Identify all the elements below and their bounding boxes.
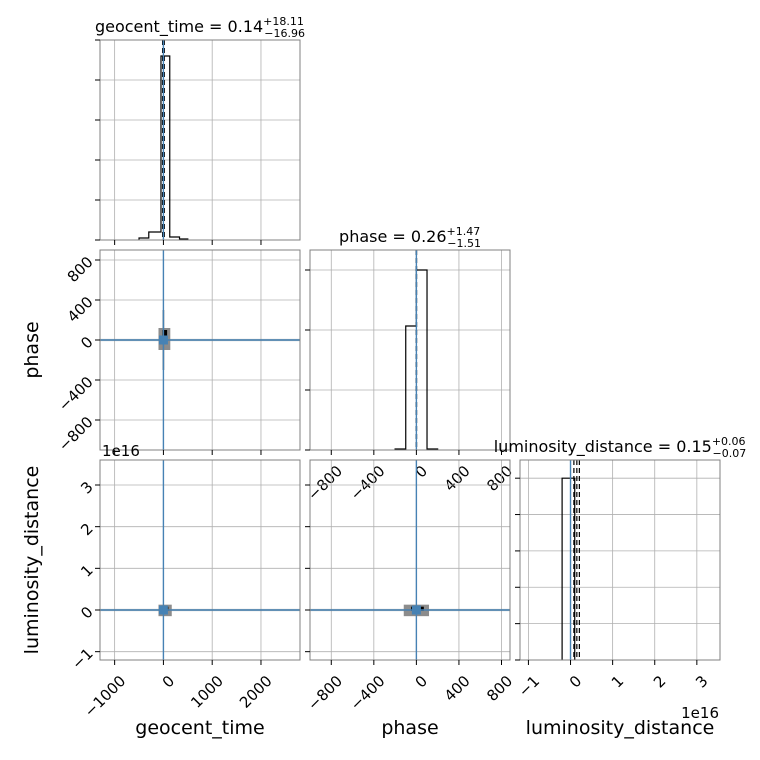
x-tick-label: 3 (692, 672, 711, 691)
y-tick-label: 0 (77, 603, 96, 622)
panel-phase-vs-geocent_time: −800−400 0 400 800 phase (21, 249, 301, 455)
y-tick-label: 400 (64, 293, 97, 326)
x-axis-label: phase (381, 717, 438, 739)
title-plus: +0.06 (712, 435, 746, 448)
title-plus: +18.11 (263, 15, 304, 28)
x-tick-label: −1000 (81, 672, 130, 721)
title-param: geocent_time = (95, 17, 228, 37)
title-median: 0.14 (228, 17, 264, 36)
x-tick-label: −400 (347, 672, 389, 714)
x-tick-label: 0 (412, 672, 431, 691)
panel-frame (519, 459, 721, 661)
y-tick-label: 3 (77, 478, 96, 497)
title-plus: +1.47 (447, 225, 481, 238)
truth-marker (158, 335, 168, 345)
x-tick-label: 0 (159, 672, 178, 691)
x-tick-label: 400 (441, 462, 474, 495)
title-param: luminosity_distance = (494, 437, 676, 457)
x-tick-label: 1000 (187, 672, 227, 712)
x-tick-label: −800 (304, 672, 346, 714)
panel-title: geocent_time = 0.14+18.11 −16.96 (95, 15, 305, 40)
y-axis-label: phase (21, 321, 43, 378)
x-tick-label: 400 (441, 672, 474, 705)
x-tick-label: −400 (347, 462, 389, 504)
panel-frame (99, 459, 301, 661)
x-tick-label: 0 (412, 462, 431, 481)
x-tick-label: 2000 (236, 672, 276, 712)
panel-phase-hist: phase = 0.26+1.47 −1.51−800 −400 0 400 800 (304, 225, 516, 504)
panel-frame (309, 249, 511, 451)
y-tick-label: 1 (77, 561, 96, 580)
panel-luminosity_distance-hist: luminosity_distance = 0.15+0.06 −0.07 −1 0 1… (494, 435, 747, 700)
x-axis-label-luminosity-distance: luminosity_distance (526, 717, 715, 739)
y-axis-label: luminosity_distance (21, 466, 43, 655)
x-tick-label: 1 (608, 672, 627, 691)
title-minus: −0.07 (713, 447, 747, 460)
x-tick-label: 2 (650, 672, 669, 691)
panel-title: phase = 0.26+1.47 −1.51 (339, 225, 481, 250)
panel-luminosity_distance-vs-geocent_time: −1000 0 1000 2000 −1 0 1 2 3 luminosity_distanceg… (21, 459, 301, 739)
density-core (162, 330, 168, 340)
y-tick-label: −1 (68, 645, 96, 673)
title-minus: −1.51 (447, 237, 481, 250)
y-tick-label: 0 (77, 333, 96, 352)
panel-frame (309, 459, 511, 661)
panel-frame (99, 39, 301, 241)
x-offset-label: 1e16 (681, 704, 719, 722)
y-tick-label: 2 (77, 520, 96, 539)
title-param: phase = (339, 227, 411, 246)
x-tick-label: 0 (566, 672, 585, 691)
truth-marker (411, 605, 421, 615)
title-minus: −16.96 (264, 27, 305, 40)
y-offset-label: 1e16 (102, 442, 140, 460)
histogram-step (561, 477, 576, 660)
panel-geocent_time-hist: geocent_time = 0.14+18.11 −16.96 (95, 15, 305, 245)
x-tick-label: 800 (483, 462, 516, 495)
title-median: 0.15 (676, 437, 712, 456)
y-tick-label: 800 (64, 253, 97, 286)
panel-title: luminosity_distance = 0.15+0.06 −0.07 (494, 435, 747, 460)
x-axis-label: geocent_time (135, 717, 264, 739)
panel-frame (99, 249, 301, 451)
y-tick-label: −400 (55, 373, 97, 415)
y-tick-label: −800 (55, 413, 97, 455)
x-tick-label: 800 (483, 672, 516, 705)
x-tick-label: −1 (515, 672, 543, 700)
truth-marker (158, 605, 168, 615)
title-median: 0.26 (411, 227, 447, 246)
